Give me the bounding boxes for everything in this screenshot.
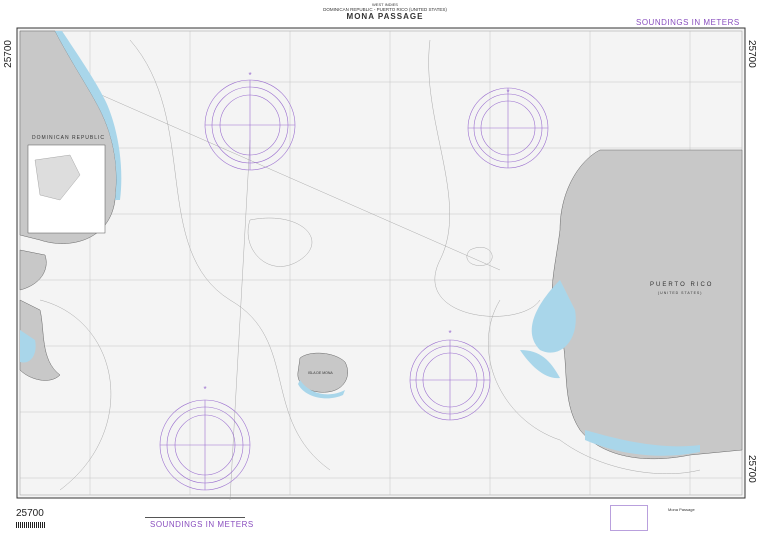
notes-box: [610, 505, 648, 531]
soundings-label-bottom: SOUNDINGS IN METERS: [150, 520, 254, 529]
inset-land: [34, 154, 81, 201]
compass-stars: * * * *: [203, 71, 509, 394]
svg-text:*: *: [448, 329, 451, 338]
soundings-label-top: SOUNDINGS IN METERS: [636, 18, 740, 27]
compass-rose-ne: [467, 87, 549, 169]
svg-text:*: *: [203, 385, 206, 394]
chart-number-top-left: 25700: [3, 40, 14, 68]
land-isla-de-mona: [297, 352, 348, 399]
land-puerto-rico: [520, 149, 743, 460]
compass-rose-sw: [159, 399, 251, 491]
chart-region: WEST INDIES: [372, 2, 398, 7]
chart-countries: DOMINICAN REPUBLIC - PUERTO RICO (UNITED…: [323, 7, 447, 12]
label-puerto-rico: PUERTO RICO: [650, 282, 714, 288]
barcode: [16, 522, 46, 528]
label-puerto-rico-sub: (UNITED STATES): [658, 291, 703, 295]
routes: [89, 89, 501, 501]
svg-text:*: *: [506, 88, 509, 97]
label-isla-de-mona: ISLA DE MONA: [308, 371, 333, 375]
scale-bar: [145, 517, 245, 518]
compass-roses: [159, 79, 549, 491]
compass-rose-se: [409, 339, 491, 421]
compass-rose-nw: [204, 79, 296, 171]
chart-number-bottom-left: 25700: [16, 508, 44, 519]
svg-text:*: *: [248, 71, 251, 80]
title-block: WEST INDIES DOMINICAN REPUBLIC - PUERTO …: [300, 2, 470, 21]
chart-number-top-right: 25700: [746, 40, 757, 68]
chart-title: MONA PASSAGE: [346, 12, 424, 21]
label-dominican-republic: DOMINICAN REPUBLIC: [32, 135, 106, 141]
footer-title: Mona Passage: [668, 507, 695, 512]
chart-number-bottom-right: 25700: [746, 455, 757, 483]
